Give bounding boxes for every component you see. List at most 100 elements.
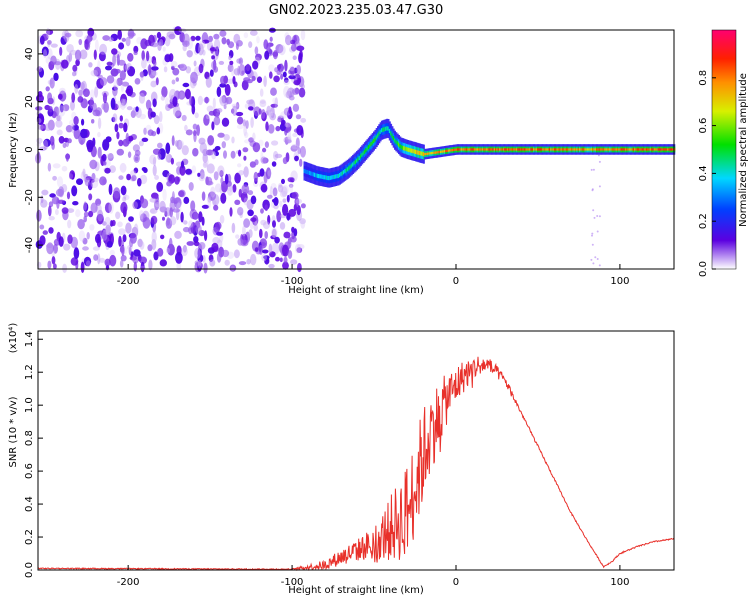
noise-blob [149, 154, 157, 165]
noise-blob [44, 123, 52, 131]
snr-x-label: Height of straight line (km) [288, 585, 424, 596]
noise-blob [267, 214, 271, 225]
noise-blob [181, 246, 188, 257]
noise-blob [242, 119, 247, 127]
noise-blob [88, 62, 93, 68]
noise-blob [53, 106, 60, 117]
ridge-core [508, 148, 511, 151]
ridge-core [661, 148, 664, 151]
noise-blob [99, 77, 108, 86]
ridge-core [366, 146, 369, 151]
noise-blob [198, 242, 206, 250]
ridge-core [488, 148, 491, 151]
noise-blob [104, 167, 111, 174]
noise-blob [88, 210, 94, 218]
noise-blob [116, 100, 122, 109]
noise-blob [139, 90, 147, 97]
noise-blob [51, 256, 56, 265]
noise-blob [221, 37, 227, 45]
x-tick-label: -100 [281, 276, 304, 287]
noise-blob [215, 221, 222, 230]
ridge-core [474, 148, 476, 151]
ridge-core [530, 148, 533, 151]
noise-blob [52, 175, 57, 181]
ridge-core [572, 148, 575, 151]
noise-blob [203, 97, 210, 104]
noise-blob [47, 162, 52, 172]
noise-blob [154, 199, 160, 211]
ridge-core [597, 148, 600, 151]
noise-blob [37, 124, 44, 131]
noise-blob [234, 172, 241, 184]
noise-blob [123, 122, 128, 133]
noise-blob [75, 59, 80, 67]
noise-blob [273, 197, 279, 206]
ridge-core [505, 148, 508, 151]
noise-blob [152, 156, 157, 166]
ridge-core [332, 175, 335, 180]
ridge-core [306, 169, 309, 175]
ridge-core [593, 148, 596, 151]
noise-blob [274, 236, 280, 244]
ridge-core [501, 148, 504, 151]
noise-blob [72, 64, 78, 72]
ridge-core [476, 148, 479, 151]
noise-blob [89, 224, 95, 231]
noise-blob [47, 40, 52, 45]
speckle [592, 168, 595, 171]
ridge-core [483, 148, 486, 151]
noise-blob [260, 219, 267, 226]
y-tick-label: 1.4 [24, 331, 35, 347]
ridge-core [672, 148, 674, 151]
snr-y-scale-label: (x10⁴) [8, 323, 19, 354]
noise-blob [84, 177, 90, 187]
noise-blob [275, 125, 281, 132]
y-tick-label: 0.8 [24, 430, 35, 446]
noise-blob [93, 66, 102, 77]
ridge-core [310, 171, 313, 176]
ridge-core [386, 126, 389, 131]
spectrogram-y-label: Frequency (Hz) [8, 112, 19, 188]
noise-blob [184, 124, 188, 132]
noise-blob [141, 50, 145, 61]
noise-blob [238, 57, 244, 65]
noise-blob [59, 103, 64, 113]
y-tick-label: 20 [24, 95, 35, 108]
noise-blob [275, 256, 280, 262]
noise-blob [253, 171, 259, 182]
noise-blob [95, 39, 99, 52]
noise-blob [127, 52, 134, 62]
noise-blob [287, 177, 294, 183]
noise-blob [152, 98, 157, 108]
noise-blob [291, 143, 299, 150]
noise-blob [197, 172, 201, 177]
ridge-core [467, 148, 470, 151]
ridge-core [533, 148, 535, 151]
noise-blob [254, 159, 259, 166]
speckle [598, 215, 601, 218]
noise-blob [153, 59, 157, 67]
ridge-core [653, 148, 656, 151]
noise-blob [260, 156, 267, 164]
noise-blob [254, 46, 259, 55]
noise-blob [232, 184, 237, 193]
noise-blob [288, 208, 297, 217]
noise-blob [241, 184, 250, 195]
noise-blob [243, 197, 248, 206]
noise-blob [151, 239, 157, 251]
noise-blob [214, 38, 221, 50]
noise-blob [279, 222, 286, 230]
noise-blob [219, 30, 227, 37]
noise-blob [295, 114, 302, 120]
ridge-core [580, 148, 583, 151]
noise-blob [56, 114, 62, 122]
ridge-core [538, 148, 541, 151]
noise-blob [174, 140, 179, 147]
ridge-core [598, 148, 601, 151]
noise-blob [269, 112, 277, 121]
noise-blob [135, 106, 139, 112]
noise-blob [284, 122, 291, 128]
ridge-core [498, 148, 501, 151]
noise-blob [131, 174, 137, 182]
ridge-core [522, 148, 525, 151]
